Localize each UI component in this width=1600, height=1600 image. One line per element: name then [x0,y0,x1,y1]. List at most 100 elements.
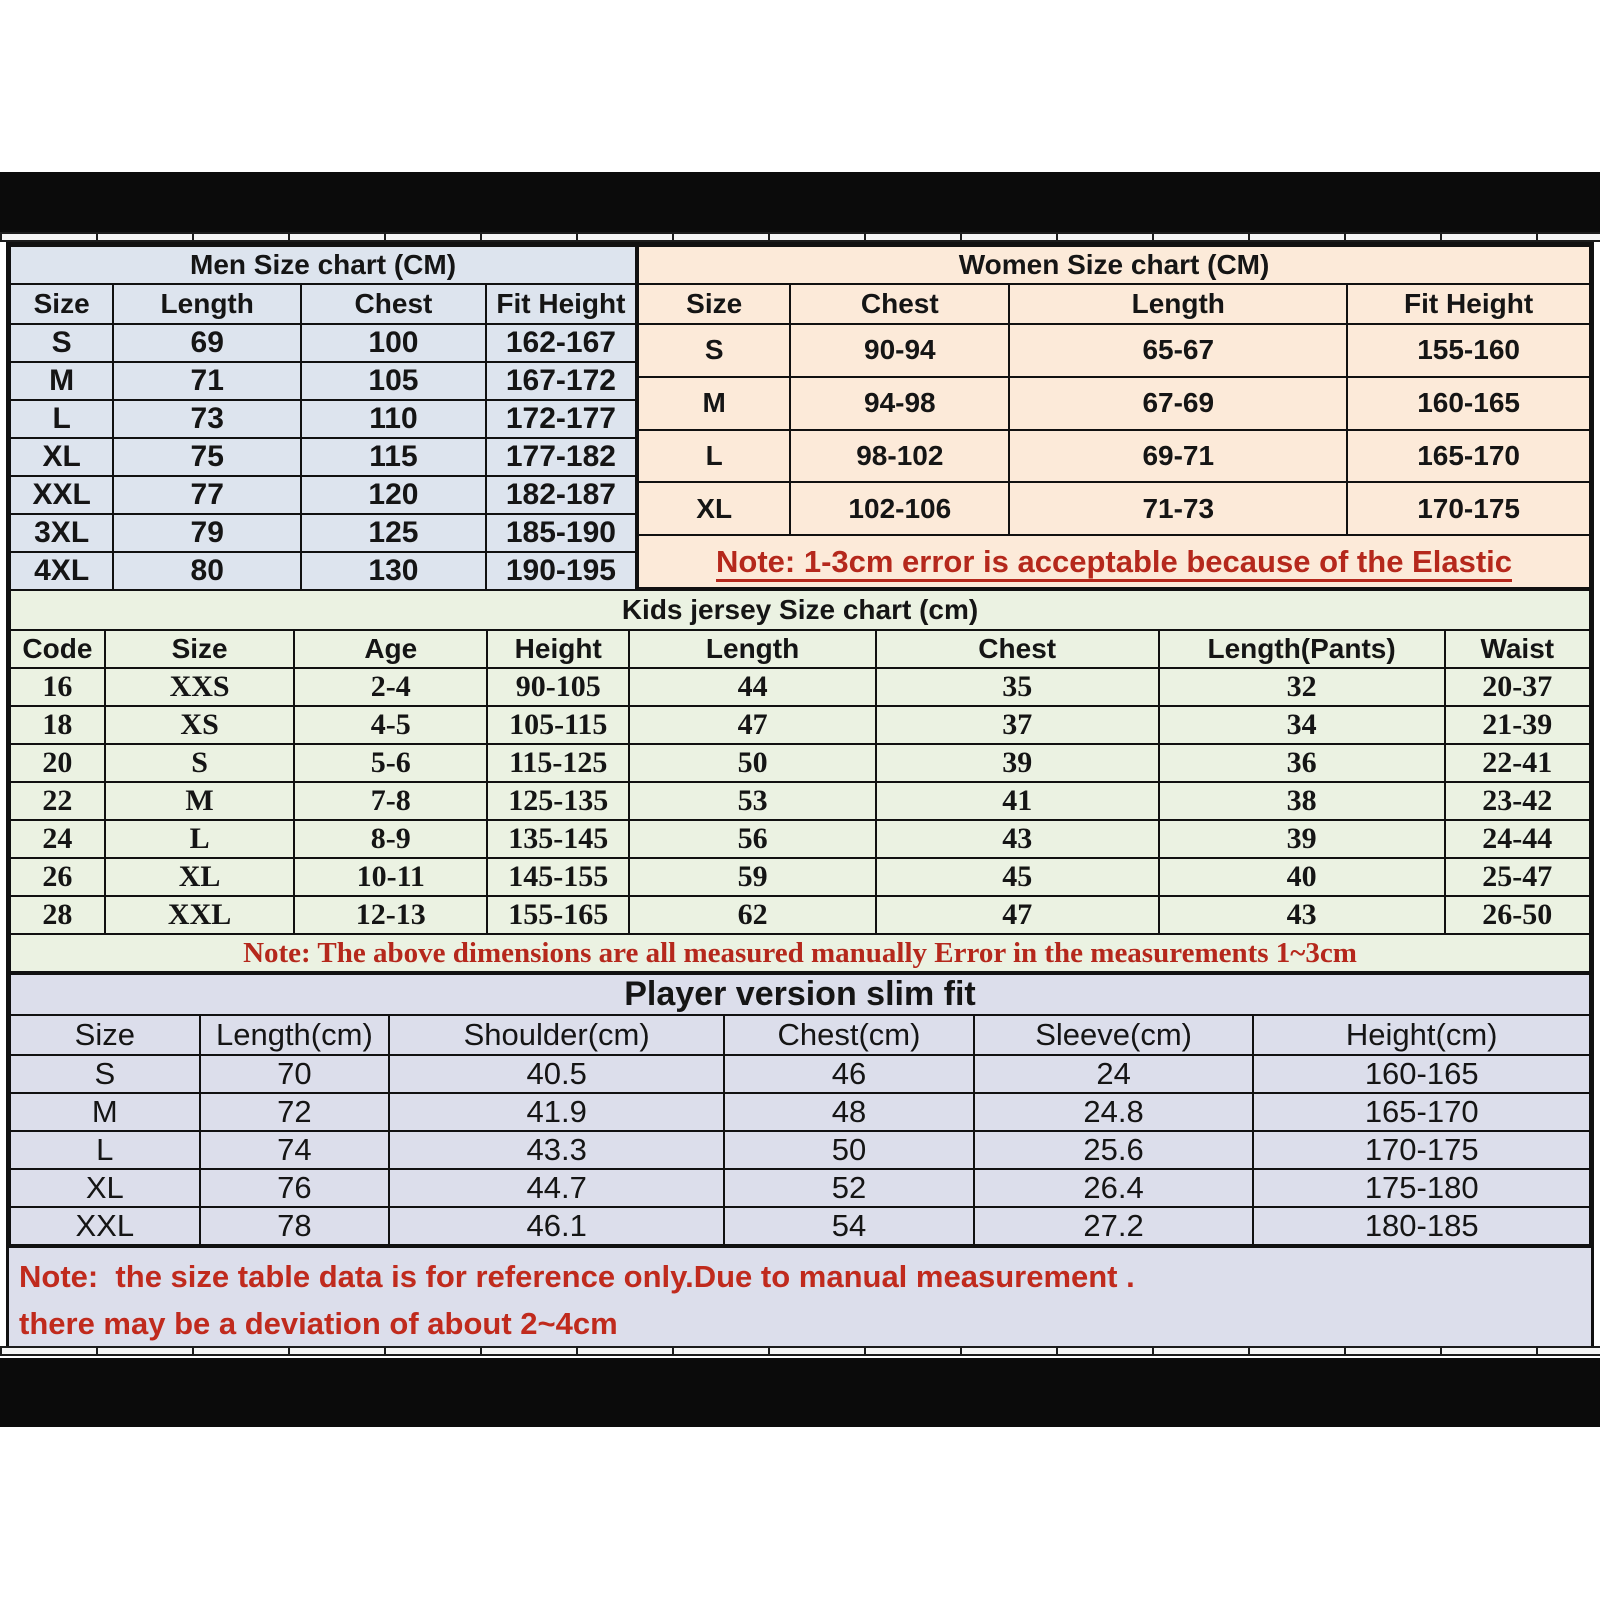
table-cell: M [103,781,296,821]
column-header: Chest(cm) [723,1014,975,1056]
table-cell: 18 [9,705,106,745]
table-cell: L [103,819,296,859]
column-header: Length [628,629,877,669]
table-row: 4XL 80 130 190-195 [8,551,638,591]
table-cell: 67-69 [1008,375,1349,431]
table-cell: 79 [112,513,303,553]
table-cell: 98-102 [789,428,1011,484]
table-cell: 77 [112,475,303,515]
table-row: 18 XS 4-5 105-115 47 37 34 21-39 [9,705,1592,745]
table-cell: 71-73 [1008,481,1349,537]
bottom-disclaimer-note: Note: the size table data is for referen… [9,1246,1591,1347]
table-cell: 65-67 [1008,323,1349,378]
table-cell: 105 [300,361,487,401]
table-cell: 20-37 [1443,667,1592,707]
table-row: M 72 41.9 48 24.8 165-170 [9,1092,1591,1132]
table-cell: 23-42 [1443,781,1592,821]
table-cell: 160-165 [1252,1054,1591,1094]
elastic-note: Note: 1-3cm error is acceptable because … [716,543,1512,579]
top-black-bar [0,172,1600,232]
table-cell: 170-175 [1252,1130,1591,1170]
column-header: Size [8,283,115,325]
table-cell: 45 [874,857,1160,897]
table-cell: 125 [300,513,487,553]
table-cell: 115 [300,437,487,477]
table-cell: S [8,323,115,363]
table-cell: 135-145 [486,819,631,859]
table-cell: 78 [198,1206,391,1246]
table-cell: 54 [723,1206,975,1246]
table-cell: 35 [874,667,1160,707]
kids-note-row: Note: The above dimensions are all measu… [9,933,1591,973]
table-cell: 76 [198,1168,391,1208]
kids-table-body: 16 XXS 2-4 90-105 44 35 32 20-37 18 XS 4-5 105-115 4… [9,667,1592,935]
grid-tick-strip-top [0,232,1600,242]
table-cell: 47 [628,705,877,745]
column-header: Size [9,1014,201,1056]
column-header: Fit Height [484,283,638,325]
table-cell: 53 [628,781,877,821]
table-cell: XL [9,1168,201,1208]
disclaimer-line-2: there may be a deviation of about 2~4cm [19,1305,618,1341]
table-row: XXL 78 46.1 54 27.2 180-185 [9,1206,1591,1246]
table-row: 22 M 7-8 125-135 53 41 38 23-42 [9,781,1592,821]
men-table-title-row: Men Size chart (CM) [8,245,638,285]
table-cell: 46 [723,1054,975,1094]
table-cell: 4-5 [293,705,489,745]
table-cell: 40 [1157,857,1446,897]
table-cell: L [637,428,792,484]
table-cell: 177-182 [484,437,638,477]
table-cell: 37 [874,705,1160,745]
table-cell: 190-195 [484,551,638,591]
table-cell: 24 [972,1054,1255,1094]
table-row: L 73 110 172-177 [8,399,638,439]
table-cell: 41 [874,781,1160,821]
table-cell: 3XL [8,513,115,553]
grid-tick-strip-bottom [0,1346,1600,1356]
table-cell: 50 [723,1130,975,1170]
table-cell: 36 [1157,743,1446,783]
men-table-body: S 69 100 162-167 M 71 105 167-172 L 73 110 172-177 X… [8,323,638,591]
table-cell: 21-39 [1443,705,1592,745]
table-cell: 26.4 [972,1168,1255,1208]
column-header: Chest [300,283,487,325]
column-header: Size [637,283,792,325]
table-cell: 39 [1157,819,1446,859]
table-cell: 24 [9,819,106,859]
table-cell: 25.6 [972,1130,1255,1170]
table-cell: 167-172 [484,361,638,401]
table-cell: XXS [103,667,296,707]
table-cell: 69 [112,323,303,363]
men-women-section: Men Size chart (CM) Size Length Chest Fit H… [8,245,1591,591]
table-cell: L [9,1130,201,1170]
men-size-table: Men Size chart (CM) Size Length Chest Fit H… [8,245,638,591]
table-cell: 39 [874,743,1160,783]
table-cell: 162-167 [484,323,638,363]
women-table-header-row: Size Chest Length Fit Height [637,283,1591,325]
column-header: Fit Height [1346,283,1591,325]
column-header: Chest [789,283,1011,325]
table-cell: 110 [300,399,487,439]
table-cell: 25-47 [1443,857,1592,897]
player-table-title: Player version slim fit [9,973,1591,1016]
kids-table-header-row: Code Size Age Height Length Chest Length(Pants… [9,629,1592,669]
table-cell: M [9,1092,201,1132]
table-cell: 100 [300,323,487,363]
column-header: Code [9,629,106,669]
kids-size-table: Kids jersey Size chart (cm) Code Size Age H… [9,589,1592,973]
table-row: XXL 77 120 182-187 [8,475,638,515]
table-cell: 26-50 [1443,895,1592,935]
table-cell: 7-8 [293,781,489,821]
table-cell: S [9,1054,201,1094]
table-cell: 41.9 [388,1092,726,1132]
table-row: S 69 100 162-167 [8,323,638,363]
table-cell: 71 [112,361,303,401]
table-cell: 70 [198,1054,391,1094]
table-cell: M [8,361,115,401]
table-cell: 130 [300,551,487,591]
women-note-row: Note: 1-3cm error is acceptable because … [637,534,1591,589]
table-cell: 38 [1157,781,1446,821]
women-table-body: S 90-94 65-67 155-160 M 94-98 67-69 160-165 L 98-… [637,323,1591,537]
table-cell: 40.5 [388,1054,726,1094]
